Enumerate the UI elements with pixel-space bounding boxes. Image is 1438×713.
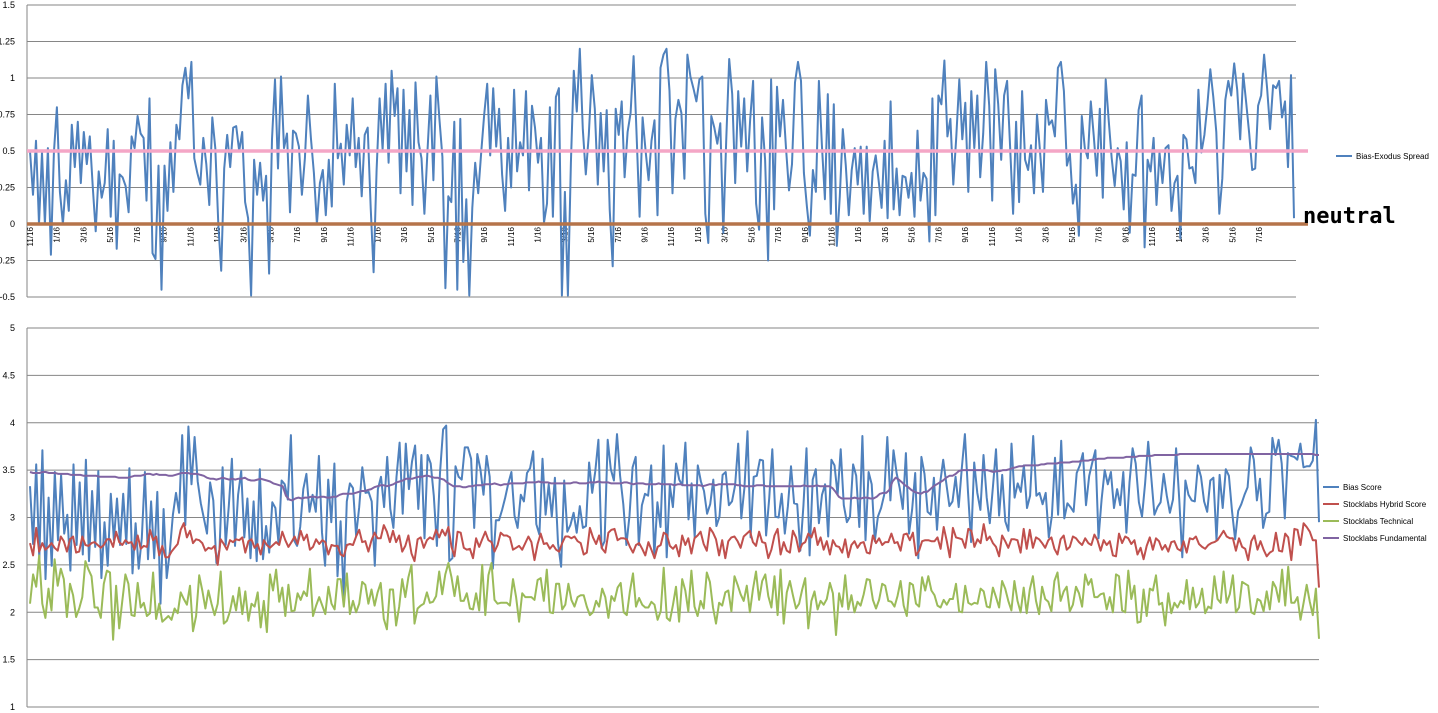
y-tick-label: 0: [10, 219, 15, 229]
x-tick-label: 9/16: [1121, 226, 1130, 242]
x-tick-label: 5/16: [266, 226, 275, 242]
x-tick-label: 11/16: [26, 226, 35, 246]
x-tick-label: 9/16: [160, 226, 169, 242]
x-tick-label: 7/16: [934, 226, 943, 242]
series-line: [29, 453, 1319, 502]
x-tick-label: 7/16: [614, 226, 623, 242]
neutral-annotation: neutral: [1303, 204, 1396, 229]
x-tick-label: 3/16: [1041, 226, 1050, 242]
legend-label: Stocklabs Technical: [1343, 517, 1413, 526]
x-tick-label: 9/16: [320, 226, 329, 242]
bias-exodus-spread-chart: 1.5 1.25 1 0.75 0.5 0.25 0 -0.25 -0.5 11/16 1/16 3/…: [0, 0, 1429, 302]
x-tick-label: 5/16: [1068, 226, 1077, 242]
x-tick-label: 3/16: [560, 226, 569, 242]
x-tick-label: 3/16: [881, 226, 890, 242]
x-tick-label: 5/16: [427, 226, 436, 242]
x-tick-label: 7/16: [133, 226, 142, 242]
x-tick-label: 9/16: [480, 226, 489, 242]
x-tick-label: 5/16: [1228, 226, 1237, 242]
x-tick-label: 3/16: [721, 226, 730, 242]
x-tick-label: 9/16: [961, 226, 970, 242]
series-line: [29, 522, 1320, 588]
legend-label: Stocklabs Fundamental: [1343, 534, 1427, 543]
x-tick-label: 5/16: [747, 226, 756, 242]
series-line: [29, 554, 1320, 641]
x-tick-label: 1/16: [694, 226, 703, 242]
x-tick-label: 9/16: [801, 226, 810, 242]
series-line: [29, 47, 1295, 297]
x-tick-label: 5/16: [908, 226, 917, 242]
y-tick-label: 2.5: [2, 560, 15, 570]
y-tick-label: 1.5: [2, 655, 15, 665]
x-tick-label: 1/16: [854, 226, 863, 242]
x-tick-label: 11/16: [667, 226, 676, 246]
y-tick-label: 0.5: [2, 146, 15, 156]
x-tick-label: 11/16: [1148, 226, 1157, 246]
y-tick-label: -0.25: [0, 256, 15, 266]
x-tick-label: 3/16: [400, 226, 409, 242]
x-tick-label: 1/16: [1015, 226, 1024, 242]
x-tick-label: 7/16: [1095, 226, 1104, 242]
y-tick-label: 4.5: [2, 370, 15, 380]
x-tick-label: 7/16: [1255, 226, 1264, 242]
stocklabs-scores-chart: 5 4.5 4 3.5 3 2.5 2 1.5 1 Bias Score Stocklabs Hyb…: [2, 323, 1426, 712]
y-tick-label: 4: [10, 418, 15, 428]
legend-label: Bias Score: [1343, 483, 1382, 492]
x-tick-label: 11/16: [186, 226, 195, 246]
y-tick-label: 1.25: [0, 37, 15, 47]
y-tick-label: 2: [10, 607, 15, 617]
x-tick-label: 11/16: [507, 226, 516, 246]
x-tick-label: 1/16: [534, 226, 543, 242]
x-tick-label: 11/16: [828, 226, 837, 246]
y-tick-label: 0.75: [0, 110, 15, 120]
y-tick-label: -0.5: [0, 292, 15, 302]
y-tick-label: 1: [10, 702, 15, 712]
legend-label: Stocklabs Hybrid Score: [1343, 500, 1427, 509]
x-tick-label: 7/16: [293, 226, 302, 242]
x-tick-label: 9/16: [641, 226, 650, 242]
y-tick-label: 3.5: [2, 465, 15, 475]
y-tick-label: 5: [10, 323, 15, 333]
x-tick-label: 7/16: [774, 226, 783, 242]
y-tick-label: 1.5: [2, 0, 15, 10]
x-tick-label: 11/16: [347, 226, 356, 246]
x-tick-label: 1/16: [213, 226, 222, 242]
y-tick-label: 0.25: [0, 183, 15, 193]
x-tick-label: 5/16: [587, 226, 596, 242]
x-tick-label: 3/16: [1202, 226, 1211, 242]
legend-label: Bias-Exodus Spread: [1356, 152, 1429, 161]
x-tick-label: 5/16: [106, 226, 115, 242]
y-tick-label: 1: [10, 73, 15, 83]
x-tick-label: 3/16: [79, 226, 88, 242]
x-tick-label: 3/16: [240, 226, 249, 242]
x-tick-label: 1/16: [53, 226, 62, 242]
y-tick-label: 3: [10, 513, 15, 523]
x-tick-label: 1/16: [373, 226, 382, 242]
x-tick-label: 11/16: [988, 226, 997, 246]
